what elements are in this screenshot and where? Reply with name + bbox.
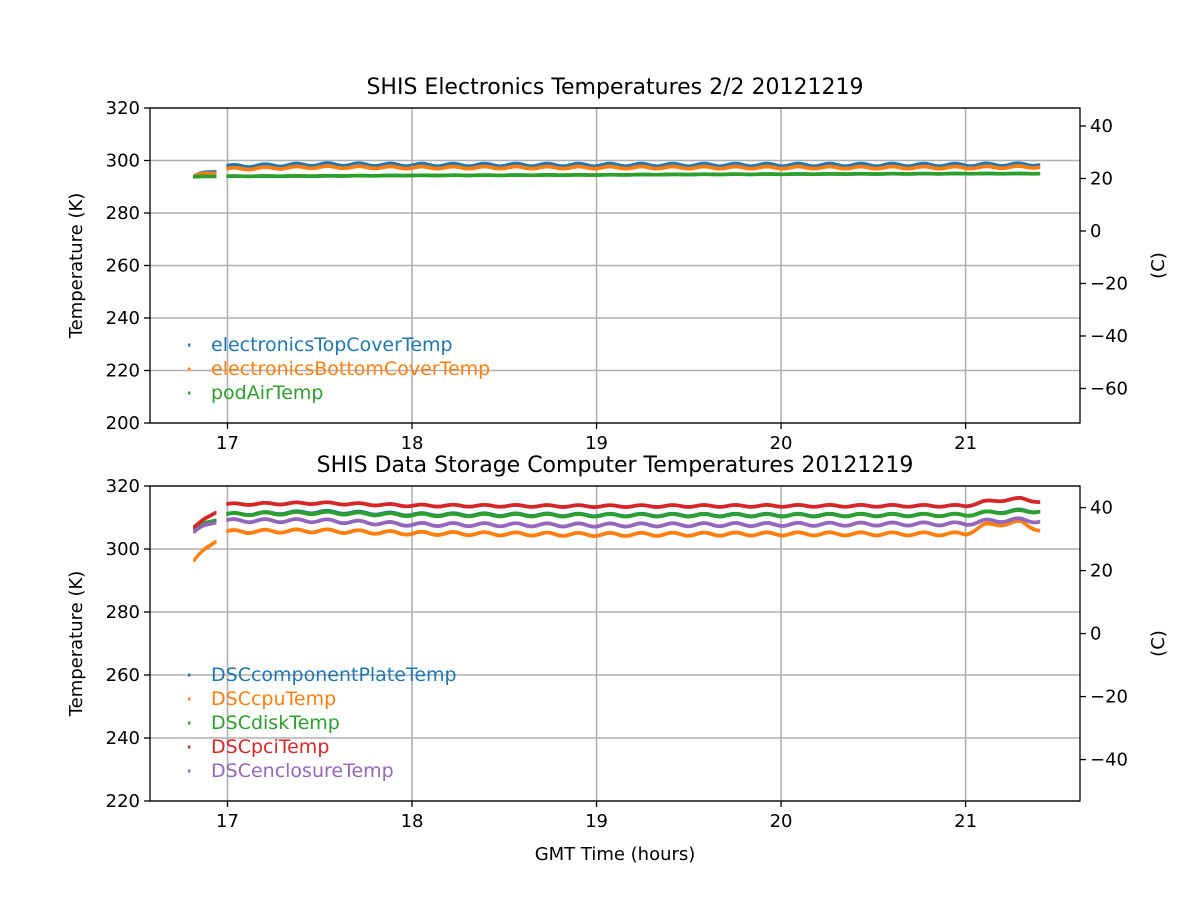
legend-marker — [188, 391, 191, 395]
electronics-temperature-panel: 17 18 19 20 21200220240260280300320−60−40−20… — [66, 75, 1169, 454]
data-point — [214, 511, 217, 515]
y2-tick-label: 40 — [1090, 116, 1113, 137]
legend: electronicsTopCoverTempelectronicsBottom… — [188, 334, 490, 404]
legend-marker — [188, 367, 191, 371]
data-point — [1037, 171, 1041, 176]
x-tick-label: 21 — [954, 433, 977, 454]
series-DSCcpuTemp — [193, 519, 1041, 562]
legend-label: podAirTemp — [211, 382, 323, 404]
y2-tick-label: −60 — [1090, 378, 1128, 399]
data-point — [214, 174, 217, 179]
data-point — [214, 518, 217, 523]
y-tick-label: 240 — [106, 308, 140, 329]
y2-axis-label: (C) — [1148, 252, 1169, 279]
data-point — [1037, 163, 1041, 167]
y-tick-label: 300 — [106, 151, 140, 172]
data-point — [1037, 509, 1041, 514]
legend-label: electronicsBottomCoverTemp — [211, 358, 490, 380]
y2-tick-label: 20 — [1090, 168, 1113, 189]
legend-marker — [188, 343, 191, 347]
series-podAirTemp — [193, 171, 1041, 179]
data-point — [1037, 165, 1041, 170]
data-points — [193, 161, 1041, 179]
y-tick-label: 320 — [106, 98, 140, 119]
x-tick-label: 18 — [401, 433, 424, 454]
data-points — [193, 496, 1041, 562]
x-tick-label: 19 — [585, 433, 608, 454]
x-tick-label: 17 — [216, 433, 239, 454]
grid-lines — [150, 107, 1080, 424]
data-point — [214, 171, 217, 176]
dsc-temperature-panel: 17 18 19 20 21220240260280300320−40−2002040S… — [66, 453, 1169, 865]
legend-label: electronicsTopCoverTemp — [211, 334, 453, 356]
y-tick-label: 200 — [106, 413, 140, 434]
series-electronicsBottomCoverTemp — [193, 164, 1041, 179]
y-tick-label: 280 — [106, 203, 140, 224]
y2-tick-label: −40 — [1090, 326, 1128, 347]
y-axis-label: Temperature (K) — [66, 193, 87, 340]
data-point — [1037, 528, 1041, 533]
data-point — [214, 540, 217, 544]
x-tick-label: 20 — [770, 433, 793, 454]
series-DSCdiskTemp — [193, 508, 1041, 531]
y-tick-label: 260 — [106, 256, 140, 277]
y-tick-label: 220 — [106, 361, 140, 382]
series-electronicsTopCoverTemp — [193, 161, 1041, 179]
y2-tick-label: −20 — [1090, 273, 1128, 294]
series-DSCpciTemp — [193, 496, 1041, 529]
y2-tick-label: 0 — [1090, 221, 1101, 242]
chart-title: SHIS Electronics Temperatures 2/2 201212… — [366, 75, 863, 100]
